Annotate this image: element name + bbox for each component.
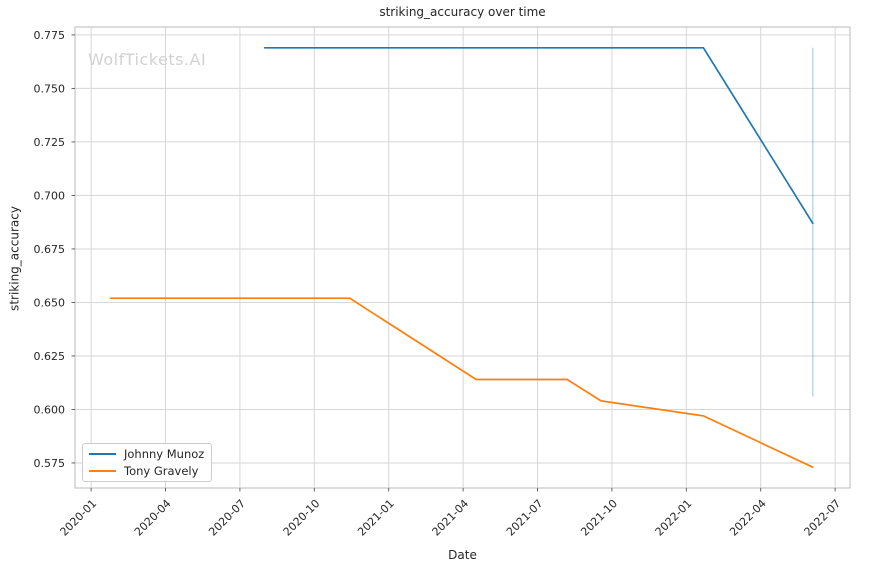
x-tick-label: 2021-01	[355, 497, 397, 539]
x-tick-label: 2021-10	[578, 497, 620, 539]
watermark: WolfTickets.AI	[88, 50, 207, 69]
legend-label: Tony Gravely	[124, 463, 199, 478]
y-tick-label: 0.650	[34, 296, 66, 309]
series-line-tony-gravely	[109, 297, 814, 469]
y-tick-label: 0.625	[34, 350, 66, 363]
x-tick-label: 2020-04	[132, 497, 174, 539]
legend-item-johnny-munoz: Johnny Munoz	[89, 446, 205, 462]
x-tick-label: 2021-04	[430, 497, 472, 539]
x-tick-label: 2022-01	[653, 497, 695, 539]
x-tick-label: 2020-10	[281, 497, 323, 539]
y-tick-label: 0.775	[34, 29, 66, 42]
x-tick-label: 2022-04	[727, 497, 769, 539]
y-tick-label: 0.750	[34, 82, 66, 95]
x-tick-label: 2022-07	[802, 497, 844, 539]
y-tick-label: 0.675	[34, 243, 66, 256]
legend-swatch-johnny-munoz	[89, 453, 116, 456]
chart-title: striking_accuracy over time	[379, 5, 546, 19]
x-tick-label: 2020-01	[58, 497, 100, 539]
x-tick-label: 2020-07	[206, 497, 248, 539]
y-tick-label: 0.600	[34, 403, 66, 416]
x-axis-label: Date	[448, 548, 477, 562]
legend-label: Johnny Munoz	[124, 447, 205, 462]
series-line-johnny-munoz	[263, 46, 814, 225]
legend: Johnny Munoz Tony Gravely	[82, 443, 212, 482]
legend-swatch-tony-gravely	[89, 469, 116, 472]
plot-border	[74, 26, 851, 489]
legend-item-tony-gravely: Tony Gravely	[89, 463, 205, 479]
y-tick-label: 0.700	[34, 189, 66, 202]
y-axis-label: striking_accuracy	[7, 206, 22, 311]
y-tick-label: 0.725	[34, 136, 66, 149]
x-tick-label: 2021-07	[504, 497, 546, 539]
y-tick-label: 0.575	[34, 457, 66, 470]
